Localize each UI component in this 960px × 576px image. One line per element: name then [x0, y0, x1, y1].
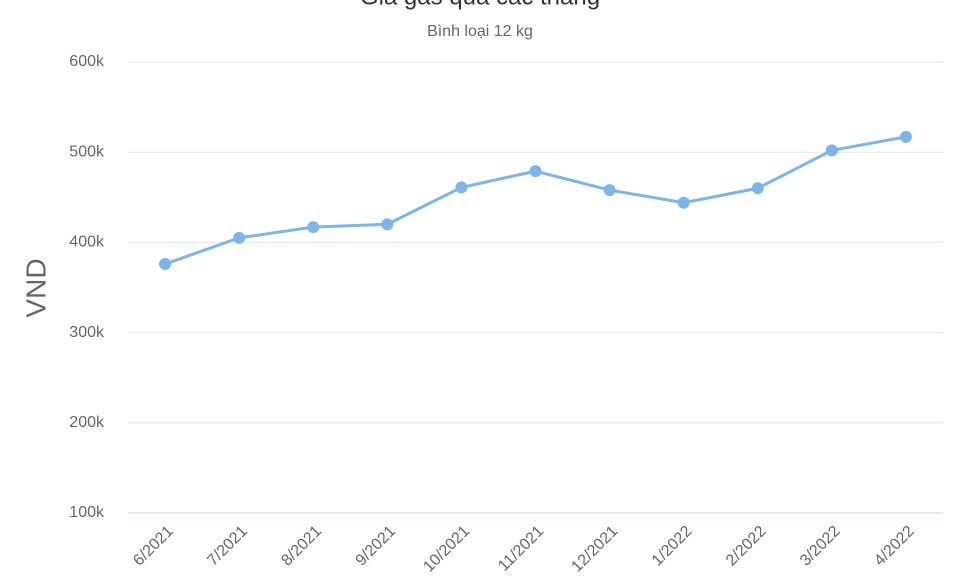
x-tick-label: 1/2022 [649, 523, 696, 570]
chart-title: Giá gas qua các tháng [360, 0, 600, 10]
y-axis-title: VND [20, 258, 51, 317]
chart-subtitle: Bình loại 12 kg [427, 23, 533, 40]
x-tick-label: 8/2021 [278, 523, 325, 570]
y-tick-label: 100k [69, 504, 105, 521]
x-tick-label: 7/2021 [204, 523, 251, 570]
point [751, 182, 764, 195]
x-tick-label: 10/2021 [420, 523, 473, 576]
x-tick-label: 11/2021 [495, 523, 547, 575]
x-tick-label: 9/2021 [353, 523, 400, 570]
x-tick-label: 6/2021 [130, 523, 177, 570]
point [159, 258, 172, 271]
y-tick-label: 400k [69, 234, 105, 251]
x-tick-label: 4/2022 [871, 523, 918, 570]
point [233, 231, 246, 244]
x-tick-label: 3/2022 [797, 523, 844, 570]
y-tick-label: 300k [69, 324, 105, 341]
y-tick-label: 600k [69, 53, 105, 70]
point [529, 165, 542, 178]
point [307, 221, 320, 234]
y-tick-label: 500k [69, 143, 105, 160]
y-tick-label: 200k [69, 414, 105, 431]
point [603, 184, 616, 197]
point [677, 196, 690, 209]
point [825, 144, 838, 157]
line [164, 135, 907, 266]
x-tick-label: 2/2022 [723, 523, 770, 570]
point [455, 181, 468, 194]
point [381, 218, 394, 231]
x-tick-label: 12/2021 [568, 523, 621, 576]
point [899, 130, 912, 143]
